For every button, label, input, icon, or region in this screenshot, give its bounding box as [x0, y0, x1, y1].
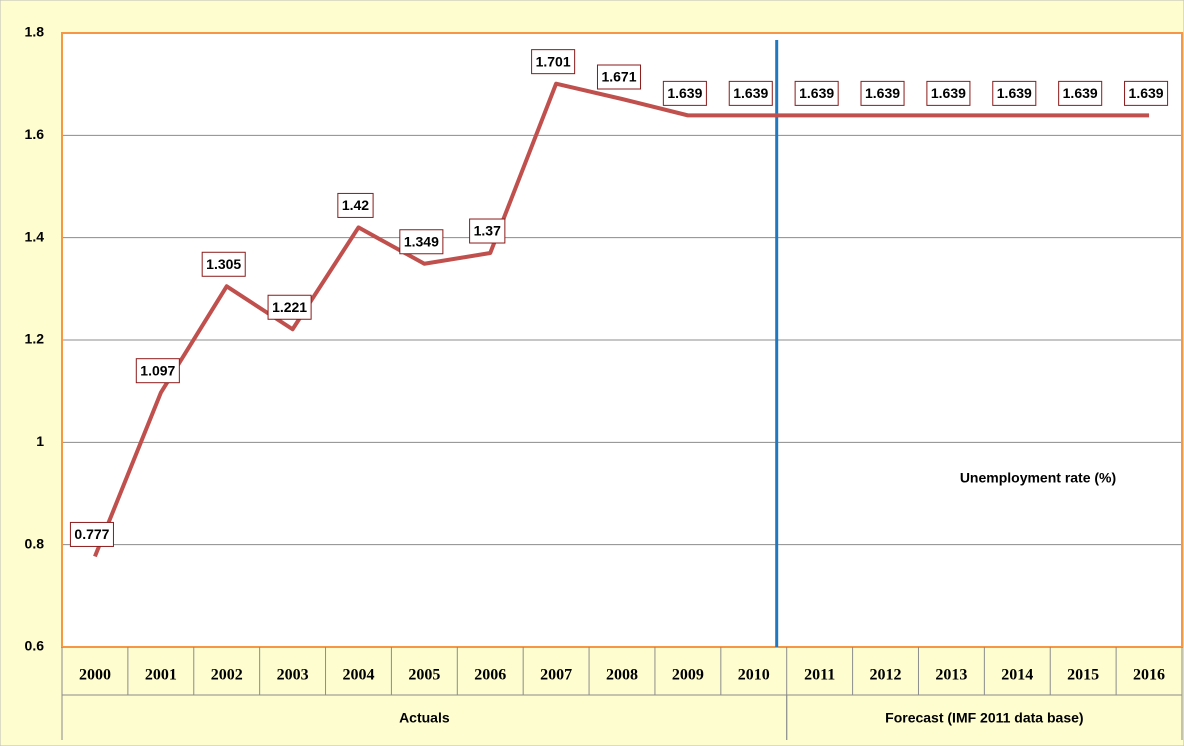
data-label: 1.42: [342, 197, 369, 213]
x-tick-label: 2016: [1133, 667, 1165, 684]
x-tick-label: 2008: [606, 667, 638, 684]
y-tick-label: 1.4: [25, 228, 45, 244]
data-label-box: [992, 80, 1037, 106]
data-label-box: [531, 49, 576, 75]
x-tick-label: 2000: [79, 667, 111, 684]
x-tick-label: 2011: [804, 667, 835, 684]
x-tick-label: 2010: [738, 667, 770, 684]
data-label-box: [662, 80, 707, 106]
data-label-box: [926, 80, 971, 106]
data-label: 1.097: [140, 362, 175, 378]
data-label-box: [1058, 80, 1103, 106]
data-label: 1.639: [733, 85, 768, 101]
x-tick-label: 2009: [672, 667, 704, 684]
x-tick-label: 2002: [211, 667, 243, 684]
data-label-box: [135, 358, 180, 384]
data-label: 1.639: [1129, 85, 1164, 101]
data-label-box: [267, 294, 312, 320]
data-label-box: [794, 80, 839, 106]
annotation: Unemployment rate (%): [960, 470, 1116, 486]
x-tick-label: 2005: [408, 667, 440, 684]
y-tick-label: 0.8: [25, 535, 45, 551]
x-tick-label: 2014: [1001, 667, 1033, 684]
y-tick-label: 1: [36, 433, 44, 449]
group-label: Actuals: [399, 710, 450, 726]
data-label: 1.639: [997, 85, 1032, 101]
data-label-box: [860, 80, 905, 106]
data-label-box: [201, 251, 246, 277]
x-tick-label: 2003: [277, 667, 309, 684]
x-tick-label: 2004: [342, 667, 374, 684]
x-tick-label: 2006: [474, 667, 506, 684]
data-label: 1.349: [404, 233, 439, 249]
y-tick-label: 1.6: [25, 126, 45, 142]
group-label: Forecast (IMF 2011 data base): [885, 710, 1083, 726]
plot-border: [61, 32, 1183, 648]
x-tick-label: 2013: [935, 667, 967, 684]
x-tick-label: 2001: [145, 667, 177, 684]
x-tick-label: 2007: [540, 667, 572, 684]
data-label: 1.671: [601, 69, 636, 85]
x-tick-label: 2012: [870, 667, 902, 684]
data-label: 1.221: [272, 299, 307, 315]
data-label-box: [596, 64, 642, 90]
data-label: 1.305: [206, 256, 241, 272]
data-label: 1.639: [1063, 85, 1098, 101]
data-label-box: [1124, 80, 1169, 106]
data-label: 1.37: [474, 223, 501, 239]
data-label: 1.701: [536, 53, 571, 69]
data-label-box: [728, 80, 773, 106]
data-label: 1.639: [799, 85, 834, 101]
y-tick-label: 1.2: [25, 331, 45, 347]
data-label-box: [337, 192, 374, 218]
data-label-box: [469, 218, 506, 244]
data-label: 1.639: [931, 85, 966, 101]
data-label-box: [69, 521, 114, 547]
data-label: 0.777: [74, 526, 109, 542]
y-tick-label: 1.8: [25, 24, 45, 40]
data-label-box: [399, 229, 444, 255]
data-label: 1.639: [667, 85, 702, 101]
y-tick-label: 0.6: [25, 638, 45, 654]
data-label: 1.639: [865, 85, 900, 101]
x-tick-label: 2015: [1067, 667, 1099, 684]
